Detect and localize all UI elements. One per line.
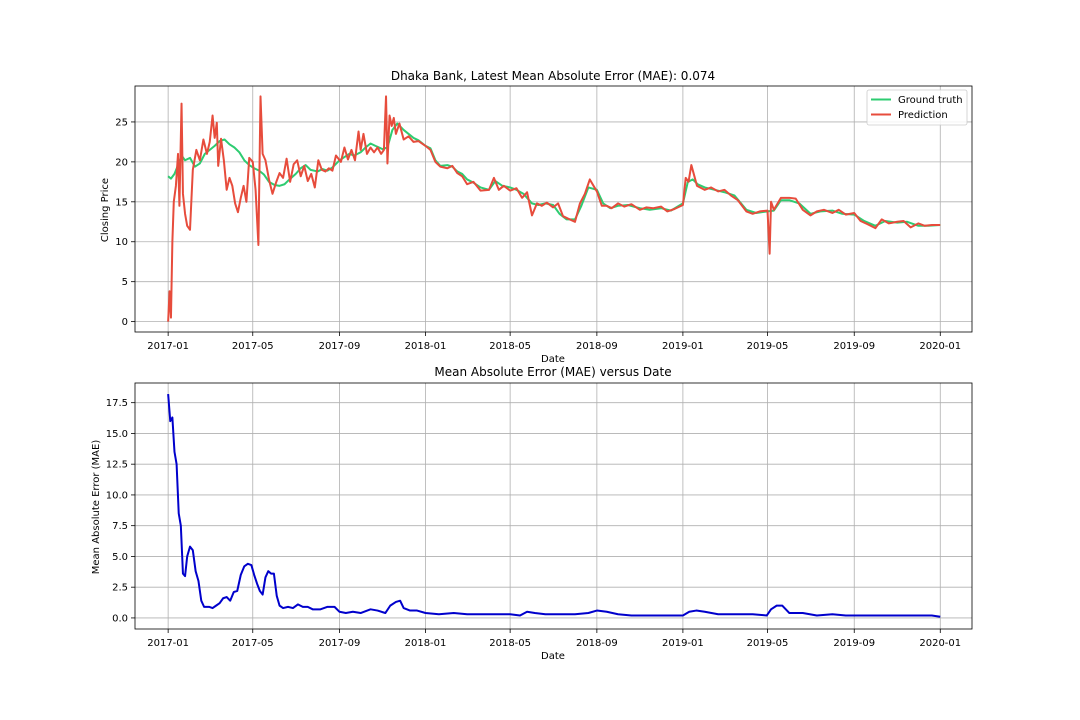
series-line-mae <box>167 393 941 618</box>
mae-ytick-label: 0.0 <box>112 613 128 624</box>
mae-ytick-label: 15.0 <box>106 429 128 440</box>
closing-price-plot-title: Dhaka Bank, Latest Mean Absolute Error (… <box>391 69 715 83</box>
closing-price-xtick-label: 2018-09 <box>576 341 618 352</box>
mae-xtick-label: 2019-09 <box>833 638 875 649</box>
mae-xtick-label: 2017-05 <box>232 638 274 649</box>
mae-ticks: 2017-01 2017-05 2017-09 2018-01 2018-05 2018-… <box>106 398 961 649</box>
mae-grid <box>135 383 972 629</box>
mae-xtick-label: 2020-01 <box>919 638 961 649</box>
mae-xtick-label: 2018-09 <box>576 638 618 649</box>
mae-xtick-label: 2017-09 <box>319 638 361 649</box>
legend-box <box>866 89 968 126</box>
mae-xtick-label: 2019-01 <box>662 638 704 649</box>
closing-price-ytick-label: 0 <box>122 317 128 328</box>
closing-price-ytick-label: 5 <box>122 277 128 288</box>
mae-xtick-label: 2018-05 <box>489 638 531 649</box>
closing-price-plot-frame <box>134 85 973 333</box>
closing-price-xlabel: Date <box>541 354 565 365</box>
closing-price-ytick-label: 10 <box>115 237 128 248</box>
closing-price-xtick-label: 2019-09 <box>833 341 875 352</box>
closing-price-series <box>167 95 941 322</box>
mae-xlabel: Date <box>541 651 565 662</box>
mae-ytick-label: 7.5 <box>112 521 128 532</box>
closing-price-ytick-label: 20 <box>115 157 128 168</box>
closing-price-ticks: 2017-01 2017-05 2017-09 2018-01 2018-05 2018-… <box>115 117 961 352</box>
mae-ytick-label: 12.5 <box>106 460 128 471</box>
legend-prediction-label: Prediction <box>898 110 948 121</box>
mae-plot: Mean Absolute Error (MAE) versus Date 20… <box>91 365 973 662</box>
closing-price-xtick-label: 2019-01 <box>662 341 704 352</box>
closing-price-xtick-label: 2017-01 <box>147 341 189 352</box>
closing-price-xtick-label: 2020-01 <box>919 341 961 352</box>
mae-ytick-label: 10.0 <box>106 490 128 501</box>
mae-xtick-label: 2018-01 <box>405 638 447 649</box>
closing-price-xtick-label: 2018-05 <box>489 341 531 352</box>
series-line-prediction <box>167 95 941 322</box>
closing-price-xtick-label: 2017-09 <box>319 341 361 352</box>
mae-ytick-label: 17.5 <box>106 398 128 409</box>
mae-ytick-label: 2.5 <box>112 583 128 594</box>
mae-series <box>167 393 941 618</box>
closing-price-plot: Dhaka Bank, Latest Mean Absolute Error (… <box>100 69 973 365</box>
closing-price-xtick-label: 2019-05 <box>747 341 789 352</box>
mae-ylabel: Mean Absolute Error (MAE) <box>91 440 102 575</box>
mae-xtick-label: 2019-05 <box>747 638 789 649</box>
mae-xtick-label: 2017-01 <box>147 638 189 649</box>
legend-ground-truth-label: Ground truth <box>898 95 963 106</box>
mae-ytick-label: 5.0 <box>112 552 128 563</box>
mae-plot-frame <box>134 382 973 630</box>
closing-price-grid <box>135 86 972 332</box>
closing-price-ylabel: Closing Price <box>100 178 111 242</box>
closing-price-xtick-label: 2018-01 <box>405 341 447 352</box>
legend: Ground truth Prediction <box>866 89 968 126</box>
closing-price-xtick-label: 2017-05 <box>232 341 274 352</box>
closing-price-ytick-label: 25 <box>115 117 128 128</box>
closing-price-ytick-label: 15 <box>115 197 128 208</box>
mae-plot-title: Mean Absolute Error (MAE) versus Date <box>434 365 671 379</box>
